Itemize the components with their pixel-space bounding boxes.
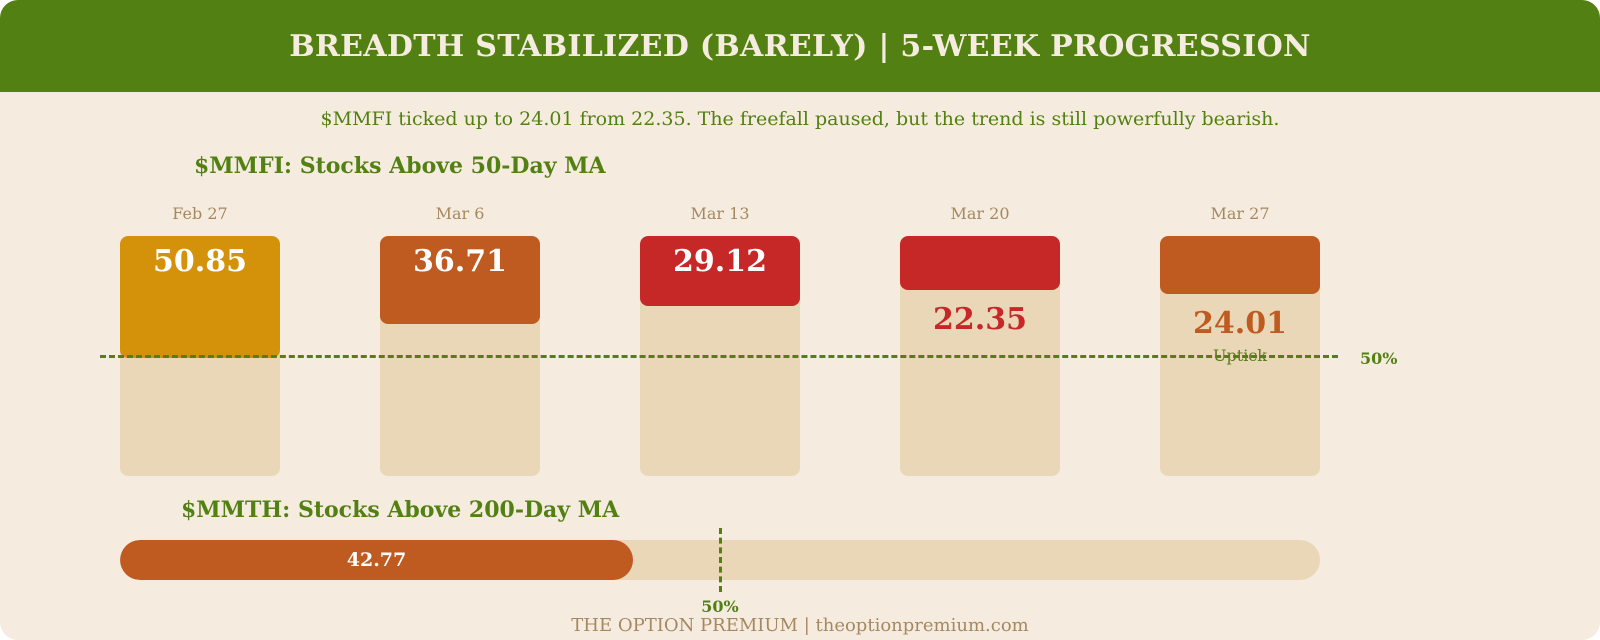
mmfi-bar-column: Mar 20 22.35 [900,200,1060,476]
mmfi-bar [900,236,1060,290]
mmfi-bar-column: Mar 6 36.71 [380,200,540,476]
mmfi-value-label: 50.85 [153,244,247,279]
mmfi-value-label: 36.71 [413,244,507,279]
page-subtitle: $MMFI ticked up to 24.01 from 22.35. The… [320,108,1280,130]
mmfi-value-label: 24.01 [1193,306,1287,341]
mmfi-value-label: 29.12 [673,244,767,279]
mmfi-date-label: Feb 27 [172,204,228,223]
mmth-50pct-reference-label: 50% [701,597,739,616]
mmth-chart-title: $MMTH: Stocks Above 200-Day MA [181,497,620,523]
mmfi-bar-column: Mar 27 24.01 Uptick [1160,200,1320,476]
mmfi-date-label: Mar 13 [690,204,750,223]
mmfi-50pct-reference-label: 50% [1360,349,1398,368]
mmth-50pct-reference-line [719,528,722,592]
mmfi-date-label: Mar 27 [1210,204,1270,223]
mmfi-bar [120,236,280,358]
footer-credit: THE OPTION PREMIUM | theoptionpremium.co… [571,615,1029,636]
mmfi-date-label: Mar 20 [950,204,1010,223]
mmfi-bar-column: Mar 13 29.12 [640,200,800,476]
mmfi-bar [1160,236,1320,294]
mmfi-50pct-reference-line [100,355,1338,358]
mmfi-date-label: Mar 6 [435,204,485,223]
mmfi-bar-column: Feb 27 50.85 [120,200,280,476]
mmth-value-label: 42.77 [346,549,407,571]
mmth-bar-fill [120,540,633,580]
mmfi-chart-title: $MMFI: Stocks Above 50-Day MA [194,153,606,179]
page-title: BREADTH STABILIZED (BARELY) | 5-WEEK PRO… [289,28,1311,64]
header-banner: BREADTH STABILIZED (BARELY) | 5-WEEK PRO… [0,0,1600,92]
mmfi-bar [380,236,540,324]
mmfi-bar [640,236,800,306]
mmfi-value-label: 22.35 [933,302,1027,337]
